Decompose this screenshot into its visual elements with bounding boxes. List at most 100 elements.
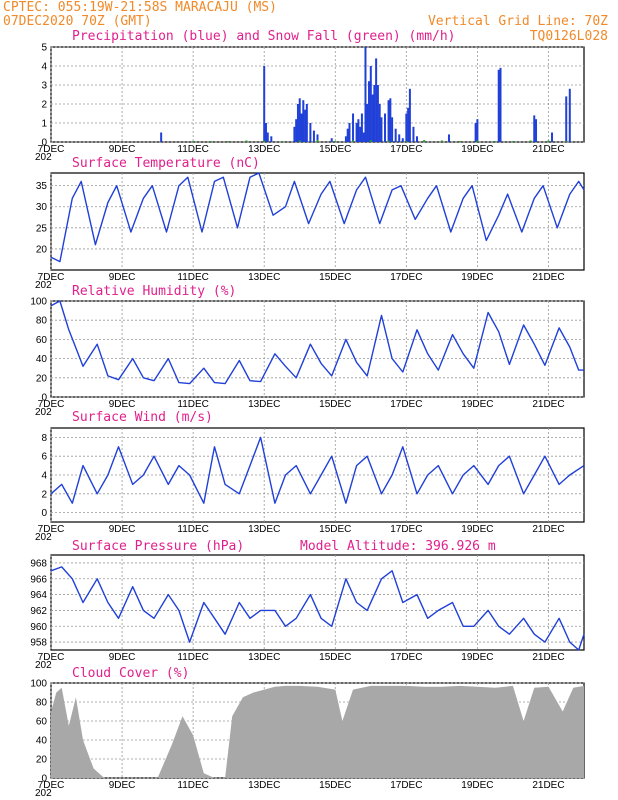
cloud-ytick-label: 40	[36, 736, 48, 747]
humidity-year-stub: 202	[35, 407, 52, 418]
pressure-subtitle: Model Altitude: 396.926 m	[300, 539, 496, 554]
wind-xtick-label: 17DEC	[390, 524, 422, 535]
precip-panel: 0 1 2 3 4 5 7DEC 9DEC 11DEC 13DEC 15DEC 17DEC 19DEC 2…	[35, 43, 585, 163]
cloud-ytick-label: 20	[36, 755, 48, 766]
precip-precip-bar	[389, 98, 392, 142]
temp-year-stub: 202	[35, 280, 52, 291]
precip-precip-bar	[366, 104, 369, 142]
wind-xtick-label: 13DEC	[248, 524, 280, 535]
precip-snow-bar	[280, 141, 283, 143]
temp-xtick-label: 13DEC	[248, 272, 280, 283]
precip-precip-bar	[373, 85, 376, 142]
precip-precip-bar	[568, 88, 571, 142]
precip-snow-bar	[423, 140, 426, 142]
wind-ytick-label: 8	[41, 433, 47, 444]
header-code: TQ0126L028	[530, 29, 608, 44]
precip-precip-bar	[551, 132, 554, 142]
wind-xtick-label: 15DEC	[319, 524, 351, 535]
temp-xtick-label: 11DEC	[177, 272, 209, 283]
humidity-panel: 0 20 40 60 80 100 7DEC 9DEC 11DEC 13DEC 15DEC 17DEC…	[30, 297, 585, 418]
precip-snow-bar	[316, 140, 319, 142]
cloud-xtick-label: 13DEC	[248, 780, 280, 791]
wind-ytick-label: 4	[41, 471, 47, 482]
precip-snow-bar	[511, 141, 514, 143]
precip-snow-bar	[565, 141, 568, 143]
cloud-ytick-label: 0	[41, 774, 47, 785]
precip-xtick-label: 17DEC	[390, 144, 422, 155]
cloud-xtick-label: 15DEC	[319, 780, 351, 791]
temp-xtick-label: 15DEC	[319, 272, 351, 283]
precip-year-stub: 202	[35, 152, 52, 163]
humidity-ytick-label: 20	[36, 373, 48, 384]
pressure-ytick-label: 968	[30, 558, 47, 569]
precip-precip-bar	[408, 88, 411, 142]
humidity-line	[50, 300, 584, 385]
precip-xtick-label: 11DEC	[177, 144, 209, 155]
precip-xtick-label: 7DEC	[38, 144, 65, 155]
precip-precip-bar	[293, 126, 296, 142]
temp-xtick-label: 21DEC	[532, 272, 564, 283]
pressure-xtick-label: 15DEC	[319, 652, 351, 663]
precip-snow-bar	[245, 140, 248, 142]
precip-precip-bar	[378, 104, 381, 142]
precip-precip-bar	[302, 100, 305, 142]
cloud-year-stub: 202	[35, 788, 52, 799]
precip-ytick-label: 2	[41, 100, 47, 111]
precip-precip-bar	[497, 69, 500, 142]
precip-snow-bar	[209, 141, 212, 143]
precip-precip-bar	[533, 115, 536, 142]
precip-precip-bar	[412, 126, 415, 142]
pressure-year-stub: 202	[35, 660, 52, 671]
precip-precip-bar	[447, 134, 450, 142]
wind-ytick-label: 0	[41, 508, 47, 519]
precip-frame	[50, 46, 585, 143]
precip-precip-bar	[359, 126, 362, 142]
precip-ytick-label: 1	[41, 119, 47, 130]
precip-precip-bar	[405, 113, 408, 142]
wind-year-stub: 202	[35, 532, 52, 543]
precip-snow-bar	[369, 140, 372, 142]
wind-xtick-label: 21DEC	[532, 524, 564, 535]
pressure-ytick-label: 964	[30, 590, 47, 601]
precip-precip-bar	[266, 132, 269, 142]
humidity-xtick-label: 9DEC	[109, 399, 136, 410]
precip-precip-bar	[474, 123, 477, 142]
precip-snow-bar	[440, 140, 443, 142]
precip-precip-bar	[375, 58, 378, 142]
humidity-ytick-label: 80	[36, 316, 48, 327]
humidity-xtick-label: 15DEC	[319, 399, 351, 410]
precip-precip-bar	[391, 117, 394, 142]
precip-ytick-label: 0	[41, 138, 47, 149]
precip-snow-bar	[298, 140, 301, 142]
precip-precip-bar	[305, 104, 308, 142]
cloud-xtick-label: 17DEC	[390, 780, 422, 791]
precip-precip-bar	[352, 113, 355, 142]
wind-ytick-label: 6	[41, 452, 47, 463]
wind-ytick-label: 2	[41, 489, 47, 500]
precip-snow-bar	[476, 140, 479, 142]
humidity-xtick-label: 21DEC	[532, 399, 564, 410]
pressure-ytick-label: 966	[30, 574, 47, 585]
precip-precip-bar	[316, 134, 319, 142]
precip-precip-bar	[394, 128, 397, 142]
cloud-ytick-label: 80	[36, 698, 48, 709]
pressure-ytick-label: 962	[30, 606, 47, 617]
humidity-ytick-label: 40	[36, 354, 48, 365]
header-line2: 07DEC2020 70Z (GMT)	[3, 14, 152, 29]
precip-precip-bar	[384, 113, 387, 142]
precip-precip-bar	[499, 67, 502, 142]
humidity-xtick-label: 19DEC	[461, 399, 493, 410]
precip-precip-bar	[295, 119, 298, 142]
pressure-xtick-label: 17DEC	[390, 652, 422, 663]
pressure-xtick-label: 19DEC	[461, 652, 493, 663]
wind-xtick-label: 9DEC	[109, 524, 136, 535]
temp-xtick-label: 9DEC	[109, 272, 136, 283]
precip-snow-bar	[334, 141, 337, 143]
cloud-title: Cloud Cover (%)	[72, 666, 189, 681]
precip-precip-bar	[369, 66, 372, 142]
temp-title: Surface Temperature (nC)	[72, 156, 260, 171]
precip-snow-bar	[263, 140, 266, 142]
precip-precip-bar	[380, 117, 383, 142]
precip-xtick-label: 21DEC	[532, 144, 564, 155]
